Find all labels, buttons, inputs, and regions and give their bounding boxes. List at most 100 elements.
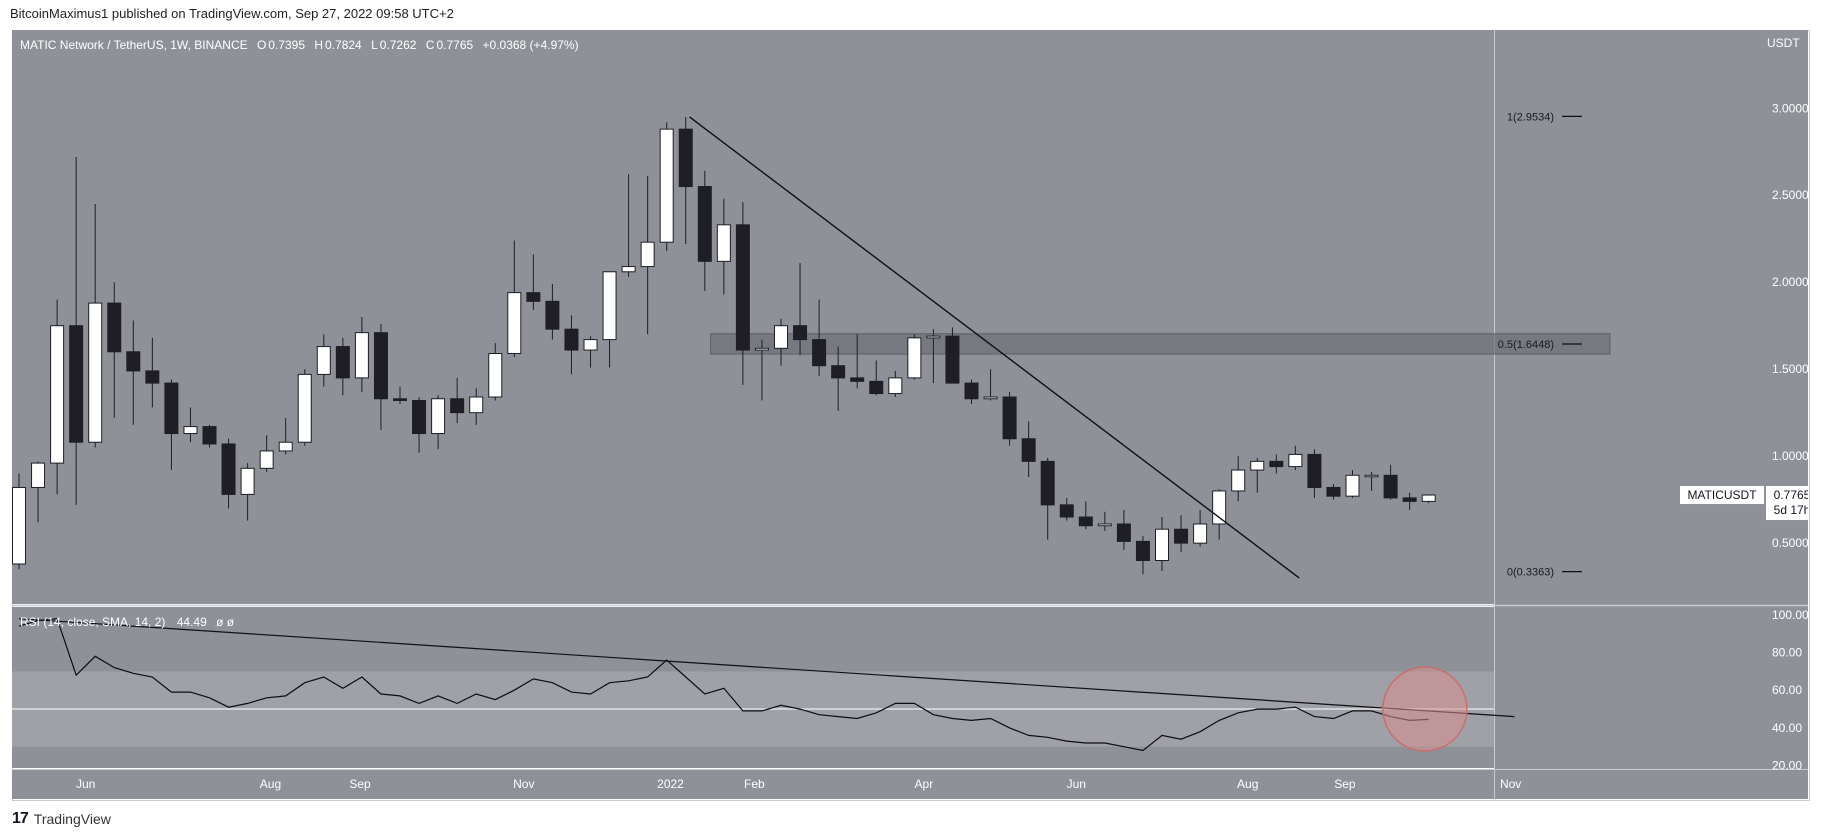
time-axis-label: Sep <box>349 777 371 791</box>
fib-level-label: 0(0.3363) <box>1507 567 1554 579</box>
candle-up <box>1193 523 1208 544</box>
candle-up <box>259 450 274 469</box>
rsi-value: 44.49 <box>176 615 207 629</box>
candle-down <box>945 335 960 384</box>
candle-down <box>1269 460 1284 468</box>
candle-down <box>164 382 179 435</box>
candle-up <box>297 373 312 443</box>
candle-down <box>107 302 122 353</box>
rsi-descending-trendline <box>18 618 1515 718</box>
candle-down <box>1307 453 1322 488</box>
candle-up <box>926 335 941 339</box>
candle-up <box>507 292 522 355</box>
legend-pair[interactable]: MATIC Network / TetherUS, 1W, BINANCE <box>20 38 248 52</box>
candle-up <box>1345 474 1360 497</box>
candle-down <box>735 224 750 351</box>
candle-down <box>850 377 865 382</box>
candle-up <box>621 266 636 273</box>
right-axis-panel <box>1494 30 1808 799</box>
candle-up <box>469 396 484 414</box>
candle-up <box>1231 469 1246 492</box>
candle-up <box>1155 528 1169 562</box>
symbol-label: MATICUSDT <box>1687 488 1757 502</box>
candle-down <box>831 365 846 379</box>
symbol-label-box <box>1680 486 1764 505</box>
rsi-axis-tick: 80.00 <box>1772 646 1802 660</box>
chart-canvas[interactable]: 1(2.9534) 0.5(1.6448) 0(0.3363) USDT 3.0000 2… <box>12 30 1808 799</box>
candle-up <box>640 241 655 268</box>
symbol-legend: MATIC Network / TetherUS, 1W, BINANCE O 0… <box>20 38 581 52</box>
candle-up <box>1212 490 1227 525</box>
legend-change: +0.0368 (+4.97%) <box>482 38 579 52</box>
legend-close-label: C <box>425 38 435 52</box>
candle-down <box>1078 516 1093 527</box>
bar-countdown: 5d 17h <box>1774 503 1808 517</box>
price-axis-tick: 2.0000 <box>1772 275 1808 289</box>
rsi-label[interactable]: RSI (14, close, SMA, 14, 2) <box>20 615 166 629</box>
candle-down <box>1040 460 1055 506</box>
candle-up <box>183 426 198 435</box>
candle-down <box>1059 504 1074 518</box>
price-panel <box>12 30 1494 604</box>
time-axis-label: Apr <box>915 777 934 791</box>
candle-down <box>1402 497 1417 502</box>
candle-down <box>526 292 541 302</box>
time-axis-label: 2022 <box>657 777 684 791</box>
time-axis-label: Jun <box>1067 777 1086 791</box>
rsi-line <box>18 618 1429 752</box>
candle-down <box>335 346 350 379</box>
legend-high-label: H <box>314 38 324 52</box>
candle-down <box>697 186 712 262</box>
candle-down <box>145 370 160 384</box>
price-descending-trendline <box>689 116 1300 579</box>
candle-down <box>1383 474 1398 499</box>
candle-down <box>69 325 84 443</box>
legend-open-label: O <box>256 38 267 52</box>
candle-up <box>602 271 617 341</box>
candle-up <box>659 128 674 243</box>
fib-level-label: 1(2.9534) <box>1507 111 1554 123</box>
candle-up <box>316 346 331 375</box>
candle-down <box>373 332 388 400</box>
candle-up <box>774 325 788 349</box>
candle-up <box>278 441 293 452</box>
candle-down <box>793 325 808 341</box>
legend-high: 0.7824 <box>325 38 362 52</box>
rsi-breakout-highlight <box>1382 666 1468 752</box>
time-axis-label: Feb <box>744 777 765 791</box>
rsi-axis-tick: 20.00 <box>1772 759 1802 773</box>
time-axis-label: Jun <box>76 777 95 791</box>
candle-up <box>354 332 369 379</box>
rsi-axis-tick: 40.00 <box>1772 721 1802 735</box>
candle-up <box>88 302 103 443</box>
time-axis-label: Nov <box>513 777 534 791</box>
rsi-legend: RSI (14, close, SMA, 14, 2) 44.49 ø ø <box>20 615 234 629</box>
price-axis-tick: 2.5000 <box>1772 188 1808 202</box>
candle-up <box>754 347 769 351</box>
price-axis-tick: 0.5000 <box>1772 536 1808 550</box>
candle-up <box>1250 460 1265 471</box>
candle-down <box>545 300 560 330</box>
candle-up <box>1097 523 1112 527</box>
footer: 17 TradingView <box>12 810 111 828</box>
candle-up <box>240 467 255 495</box>
time-axis-panel <box>12 770 1494 799</box>
time-axis-label: Sep <box>1334 777 1356 791</box>
candle-up <box>488 353 503 398</box>
price-axis-tick: 1.5000 <box>1772 362 1808 376</box>
rsi-extra: ø ø <box>216 615 235 629</box>
candle-down <box>1021 438 1036 462</box>
candle-down <box>202 426 217 445</box>
legend-low: 0.7262 <box>379 38 417 52</box>
footer-brand[interactable]: TradingView <box>33 811 111 827</box>
tradingview-logo-icon[interactable]: 17 <box>12 810 29 827</box>
publisher-caption: BitcoinMaximus1 published on TradingView… <box>10 6 454 21</box>
time-axis-label: Aug <box>1237 777 1258 791</box>
candle-down <box>812 339 827 367</box>
last-price-box <box>1766 486 1808 521</box>
time-axis-label: Nov <box>1500 777 1521 791</box>
candle-down <box>126 351 141 372</box>
candle-up <box>888 377 903 395</box>
candle-down <box>450 398 465 414</box>
candle-up <box>31 462 46 488</box>
